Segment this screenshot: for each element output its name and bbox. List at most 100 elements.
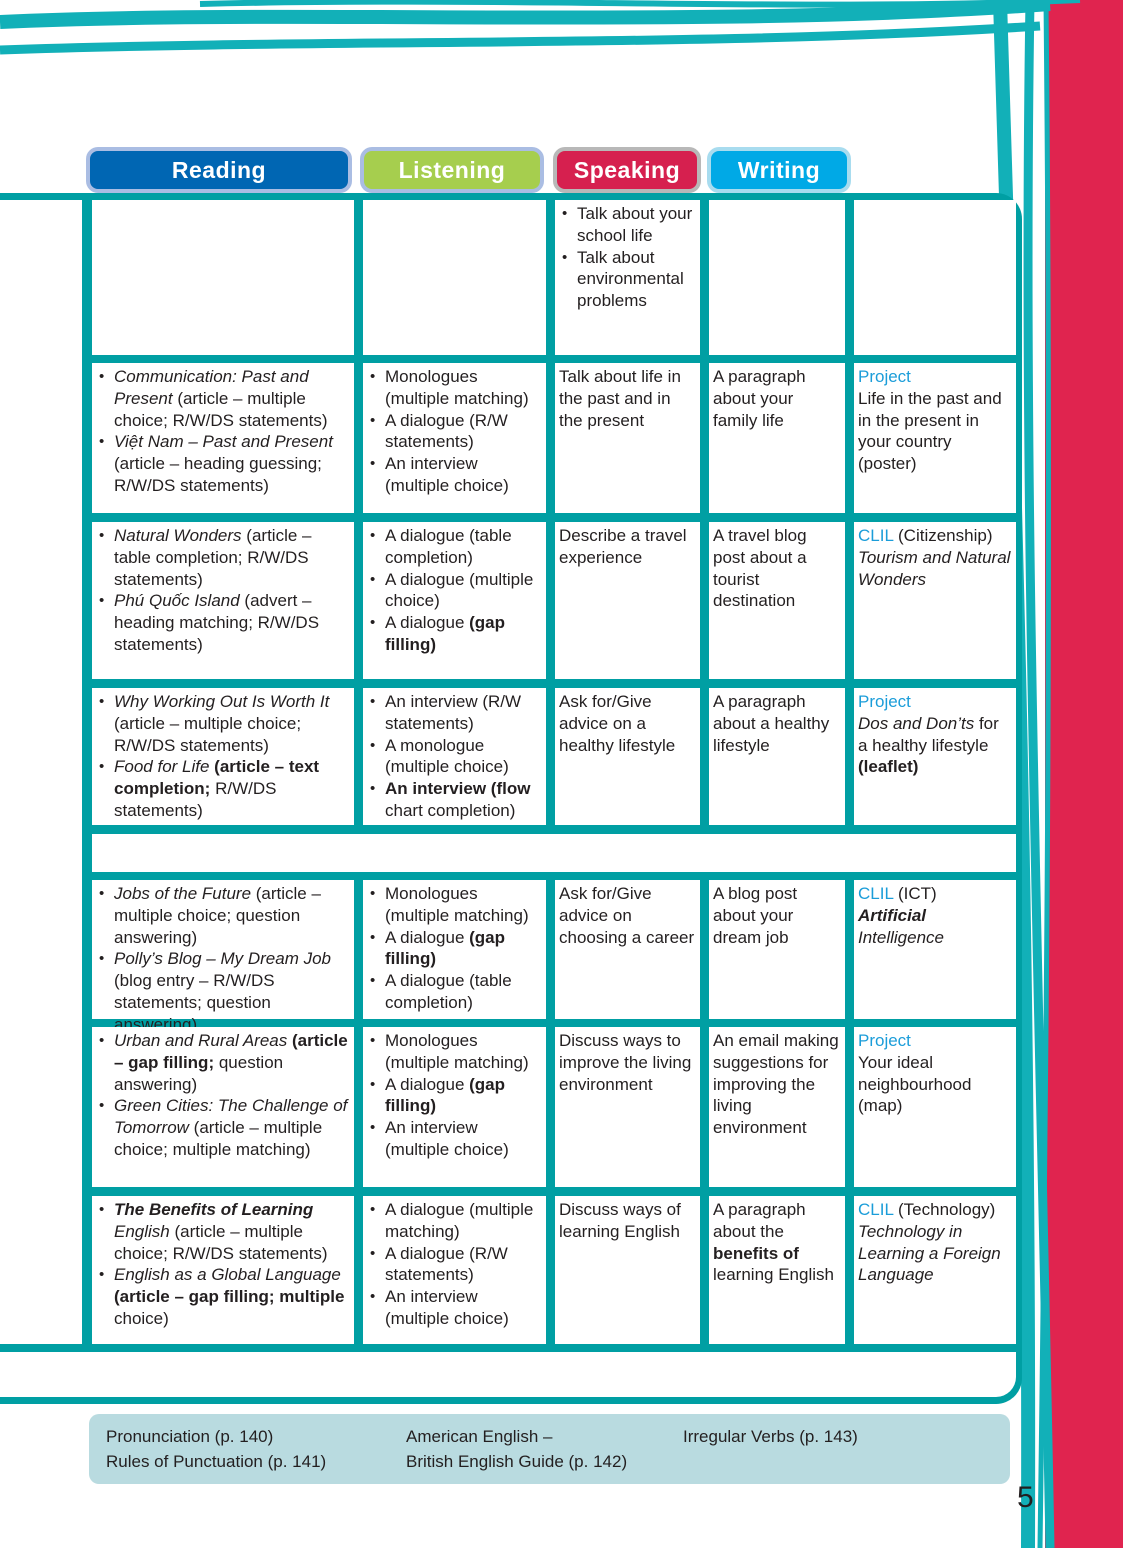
text-item: CLIL (Technology) bbox=[858, 1199, 1012, 1221]
bullet-item: English as a Global Language (article – … bbox=[96, 1264, 350, 1329]
appendix-col-2: American English – British English Guide… bbox=[406, 1424, 627, 1474]
cell-speaking: Talk about your school lifeTalk about en… bbox=[555, 200, 700, 355]
section-label: CLIL bbox=[858, 1200, 894, 1219]
cell-writing: A paragraph about the benefits of learni… bbox=[709, 1196, 845, 1344]
page-number: 5 bbox=[1017, 1481, 1034, 1514]
cell-reading: Communication: Past and Present (article… bbox=[92, 363, 354, 513]
cell-project-clil bbox=[854, 200, 1016, 355]
text-item: Describe a travel experience bbox=[559, 525, 696, 569]
bullet-item: A dialogue (table completion) bbox=[367, 525, 542, 569]
bullet-item: Việt Nam – Past and Present (article – h… bbox=[96, 431, 350, 496]
tab-speaking: Speaking bbox=[553, 147, 701, 193]
text-item: An email making suggestions for improvin… bbox=[713, 1030, 841, 1139]
text-span: (gap filling) bbox=[385, 1074, 506, 1116]
bullet-item: Urban and Rural Areas (article – gap fil… bbox=[96, 1030, 350, 1095]
text-span: Tourism and Natural Wonders bbox=[858, 547, 1011, 589]
text-span: Phú Quốc Island bbox=[114, 591, 240, 611]
text-span: Ask for/Give advice on choosing a career bbox=[559, 884, 695, 947]
bullet-item: A dialogue (table completion) bbox=[367, 970, 542, 1014]
text-item: Artificial Intelligence bbox=[858, 905, 1012, 949]
text-span: Polly’s Blog – My Dream Job bbox=[114, 949, 331, 969]
bullet-item: An interview (multiple choice) bbox=[367, 1286, 542, 1330]
text-span: (article – multiple choice; multiple mat… bbox=[114, 1118, 323, 1159]
text-span: (gap filling) bbox=[385, 613, 506, 654]
table-divider-row bbox=[92, 834, 1016, 872]
text-span: Your ideal neighbourhood (map) bbox=[858, 1052, 972, 1116]
cell-writing: A paragraph about a healthy lifestyle bbox=[709, 688, 845, 825]
bullet-item: The Benefits of Learning English (articl… bbox=[96, 1199, 350, 1264]
section-label: CLIL bbox=[858, 526, 894, 545]
cell-writing: A blog post about your dream job bbox=[709, 880, 845, 1019]
text-span: (Citizenship) bbox=[893, 526, 993, 545]
text-item: Project bbox=[858, 1030, 1012, 1052]
text-span: Natural Wonders bbox=[114, 526, 242, 545]
text-item: Ask for/Give advice on a healthy lifesty… bbox=[559, 691, 696, 756]
text-span: A paragraph about a healthy lifestyle bbox=[713, 692, 830, 755]
cell-reading: The Benefits of Learning English (articl… bbox=[92, 1196, 354, 1344]
cell-reading: Urban and Rural Areas (article – gap fil… bbox=[92, 1027, 354, 1187]
tab-writing: Writing bbox=[707, 147, 851, 193]
bullet-item: Jobs of the Future (article – multiple c… bbox=[96, 883, 350, 948]
appendix-col-1: Pronunciation (p. 140) Rules of Punctuat… bbox=[106, 1424, 326, 1474]
text-span: A dialogue bbox=[385, 927, 470, 947]
text-span: Dos and Don’ts bbox=[858, 713, 975, 733]
text-span: A dialogue (table completion) bbox=[385, 971, 512, 1012]
cell-speaking: Discuss ways of learning English bbox=[555, 1196, 700, 1344]
text-span: Food for Life bbox=[114, 757, 210, 777]
bullet-item: A dialogue (R/W statements) bbox=[367, 410, 542, 454]
cell-listening: An interview (R/W statements)A monologue… bbox=[363, 688, 546, 825]
cell-listening: Monologues (multiple matching)A dialogue… bbox=[363, 880, 546, 1019]
text-span: (advert – heading matching; R/W/DS state… bbox=[114, 591, 320, 654]
cell-project-clil: CLIL (Technology) Technology in Learning … bbox=[854, 1196, 1016, 1344]
text-item: Discuss ways to improve the living envir… bbox=[559, 1030, 696, 1095]
text-span: A paragraph about your family life bbox=[713, 367, 806, 430]
section-label: Project bbox=[858, 1031, 911, 1050]
bullet-item: Phú Quốc Island (advert – heading matchi… bbox=[96, 590, 350, 655]
text-span: English as a Global Language bbox=[114, 1265, 341, 1285]
text-span: An interview (multiple choice) bbox=[385, 454, 509, 495]
text-item: Ask for/Give advice on choosing a career bbox=[559, 883, 696, 948]
text-span: Monologues (multiple matching) bbox=[385, 367, 529, 408]
tab-listening: Listening bbox=[360, 147, 544, 193]
text-span: Artificial bbox=[858, 905, 927, 925]
text-item: Project bbox=[858, 691, 1012, 713]
cell-speaking: Ask for/Give advice on a healthy lifesty… bbox=[555, 688, 700, 825]
bullet-item: A dialogue (gap filling) bbox=[367, 927, 542, 971]
bullet-item: A dialogue (R/W statements) bbox=[367, 1243, 542, 1287]
text-span: A paragraph about the bbox=[713, 1200, 806, 1241]
text-item: Your ideal neighbourhood (map) bbox=[858, 1052, 1012, 1117]
cell-project-clil: Project Dos and Don’ts for a healthy life… bbox=[854, 688, 1016, 825]
text-item: Technology in Learning a Foreign Languag… bbox=[858, 1221, 1012, 1286]
bullet-item: A monologue (multiple choice) bbox=[367, 735, 542, 779]
text-span: benefits of bbox=[713, 1243, 799, 1263]
text-span: A dialogue (table completion) bbox=[385, 526, 512, 567]
cell-writing: An email making suggestions for improvin… bbox=[709, 1027, 845, 1187]
text-span: The Benefits of Learning bbox=[114, 1200, 314, 1219]
text-item: A travel blog post about a tourist desti… bbox=[713, 525, 841, 612]
text-span: (article – multiple choice; R/W/DS state… bbox=[114, 388, 328, 430]
bullet-item: Talk about environmental problems bbox=[559, 247, 696, 312]
text-span: (article – heading guessing; R/W/DS stat… bbox=[114, 454, 322, 495]
cell-speaking: Discuss ways to improve the living envir… bbox=[555, 1027, 700, 1187]
bullet-item: Green Cities: The Challenge of Tomorrow … bbox=[96, 1095, 350, 1160]
text-span: (article – multiple choice; R/W/DS state… bbox=[114, 1221, 328, 1263]
bullet-item: Natural Wonders (article – table complet… bbox=[96, 525, 350, 590]
text-span: Discuss ways to improve the living envir… bbox=[559, 1031, 692, 1094]
bullet-item: A dialogue (gap filling) bbox=[367, 1074, 542, 1118]
text-span: A dialogue bbox=[385, 613, 470, 633]
text-span: question answering) bbox=[114, 1052, 284, 1094]
text-span: (article – gap filling; multiple bbox=[114, 1287, 345, 1307]
appendix-irregular-verbs: Irregular Verbs (p. 143) bbox=[683, 1427, 858, 1446]
text-span: Communication: Past and Present bbox=[114, 367, 309, 408]
cell-reading: Natural Wonders (article – table complet… bbox=[92, 522, 354, 679]
text-item: Dos and Don’ts for a healthy lifestyle (… bbox=[858, 713, 1012, 778]
text-span: learning English bbox=[713, 1265, 834, 1285]
tab-reading: Reading bbox=[86, 147, 352, 193]
cell-project-clil: CLIL (ICT) Artificial Intelligence bbox=[854, 880, 1016, 1019]
text-span: A dialogue bbox=[385, 1074, 470, 1094]
bullet-item: Monologues (multiple matching) bbox=[367, 366, 542, 410]
cell-reading: Why Working Out Is Worth It (article – m… bbox=[92, 688, 354, 825]
bullet-item: Communication: Past and Present (article… bbox=[96, 366, 350, 431]
cell-reading: Jobs of the Future (article – multiple c… bbox=[92, 880, 354, 1034]
